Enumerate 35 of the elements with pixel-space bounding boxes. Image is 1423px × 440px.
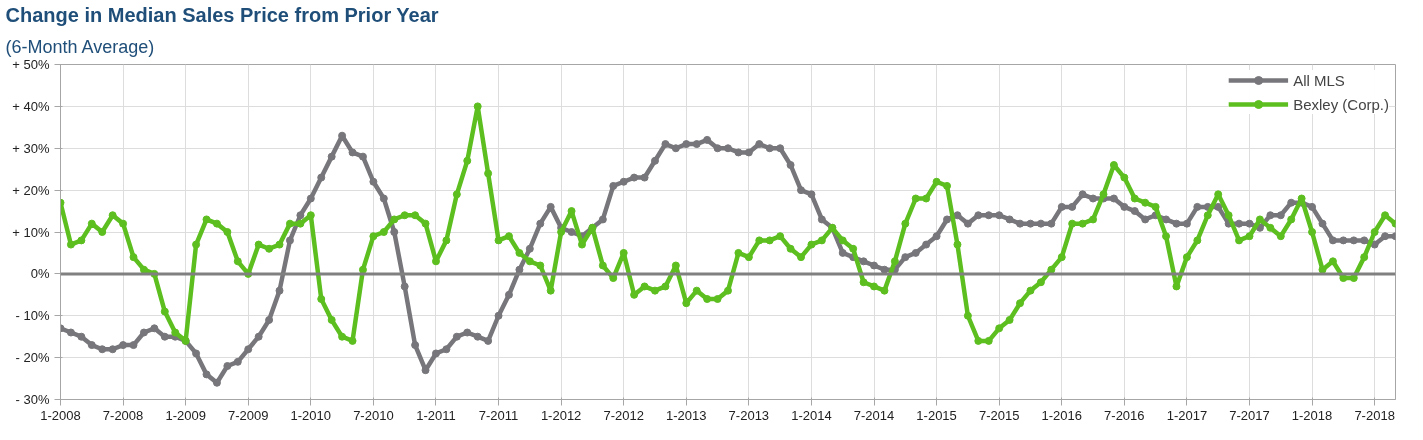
x-tick-label: 7-2008: [102, 407, 144, 423]
y-tick-label: + 30%: [12, 140, 50, 156]
x-tick-label: 7-2016: [1104, 407, 1145, 423]
y-tick-label: 0%: [30, 266, 50, 282]
x-tick-label: 1-2016: [1041, 407, 1082, 423]
x-tick-label: 1-2010: [290, 407, 332, 423]
x-tick-label: 7-2011: [478, 407, 519, 423]
chart-subtitle: (6-Month Average): [5, 36, 155, 57]
x-tick-label: 1-2014: [791, 407, 832, 423]
y-tick-label: + 50%: [12, 57, 50, 72]
x-tick-label: 1-2012: [540, 407, 582, 423]
x-tick-label: 7-2014: [853, 407, 895, 423]
y-tick-label: + 40%: [12, 98, 50, 114]
legend-label: All MLS: [1293, 71, 1345, 89]
y-tick-label: + 20%: [12, 182, 50, 198]
x-tick-label: 1-2008: [40, 407, 81, 423]
x-tick-label: 1-2018: [1291, 407, 1333, 423]
y-tick-label: - 30%: [15, 392, 50, 407]
y-tick-label: + 10%: [12, 224, 50, 240]
x-tick-label: 1-2009: [165, 407, 206, 423]
x-tick-label: 7-2017: [1229, 407, 1270, 423]
x-tick-label: 1-2015: [916, 407, 957, 423]
x-tick-label: 7-2018: [1354, 407, 1395, 423]
y-tick-label: - 20%: [15, 350, 50, 366]
x-tick-label: 1-2017: [1166, 407, 1208, 423]
x-tick-label: 7-2009: [227, 407, 269, 423]
x-tick-label: 1-2013: [666, 407, 707, 423]
x-tick-label: 7-2010: [353, 407, 394, 423]
x-tick-label: 1-2011: [416, 407, 456, 423]
x-tick-label: 7-2012: [603, 407, 644, 423]
y-tick-label: - 10%: [15, 308, 50, 324]
x-tick-label: 7-2013: [728, 407, 770, 423]
legend-label: Bexley (Corp.): [1293, 95, 1389, 113]
chart-title: Change in Median Sales Price from Prior Year: [5, 3, 439, 26]
x-tick-label: 7-2015: [978, 407, 1020, 423]
